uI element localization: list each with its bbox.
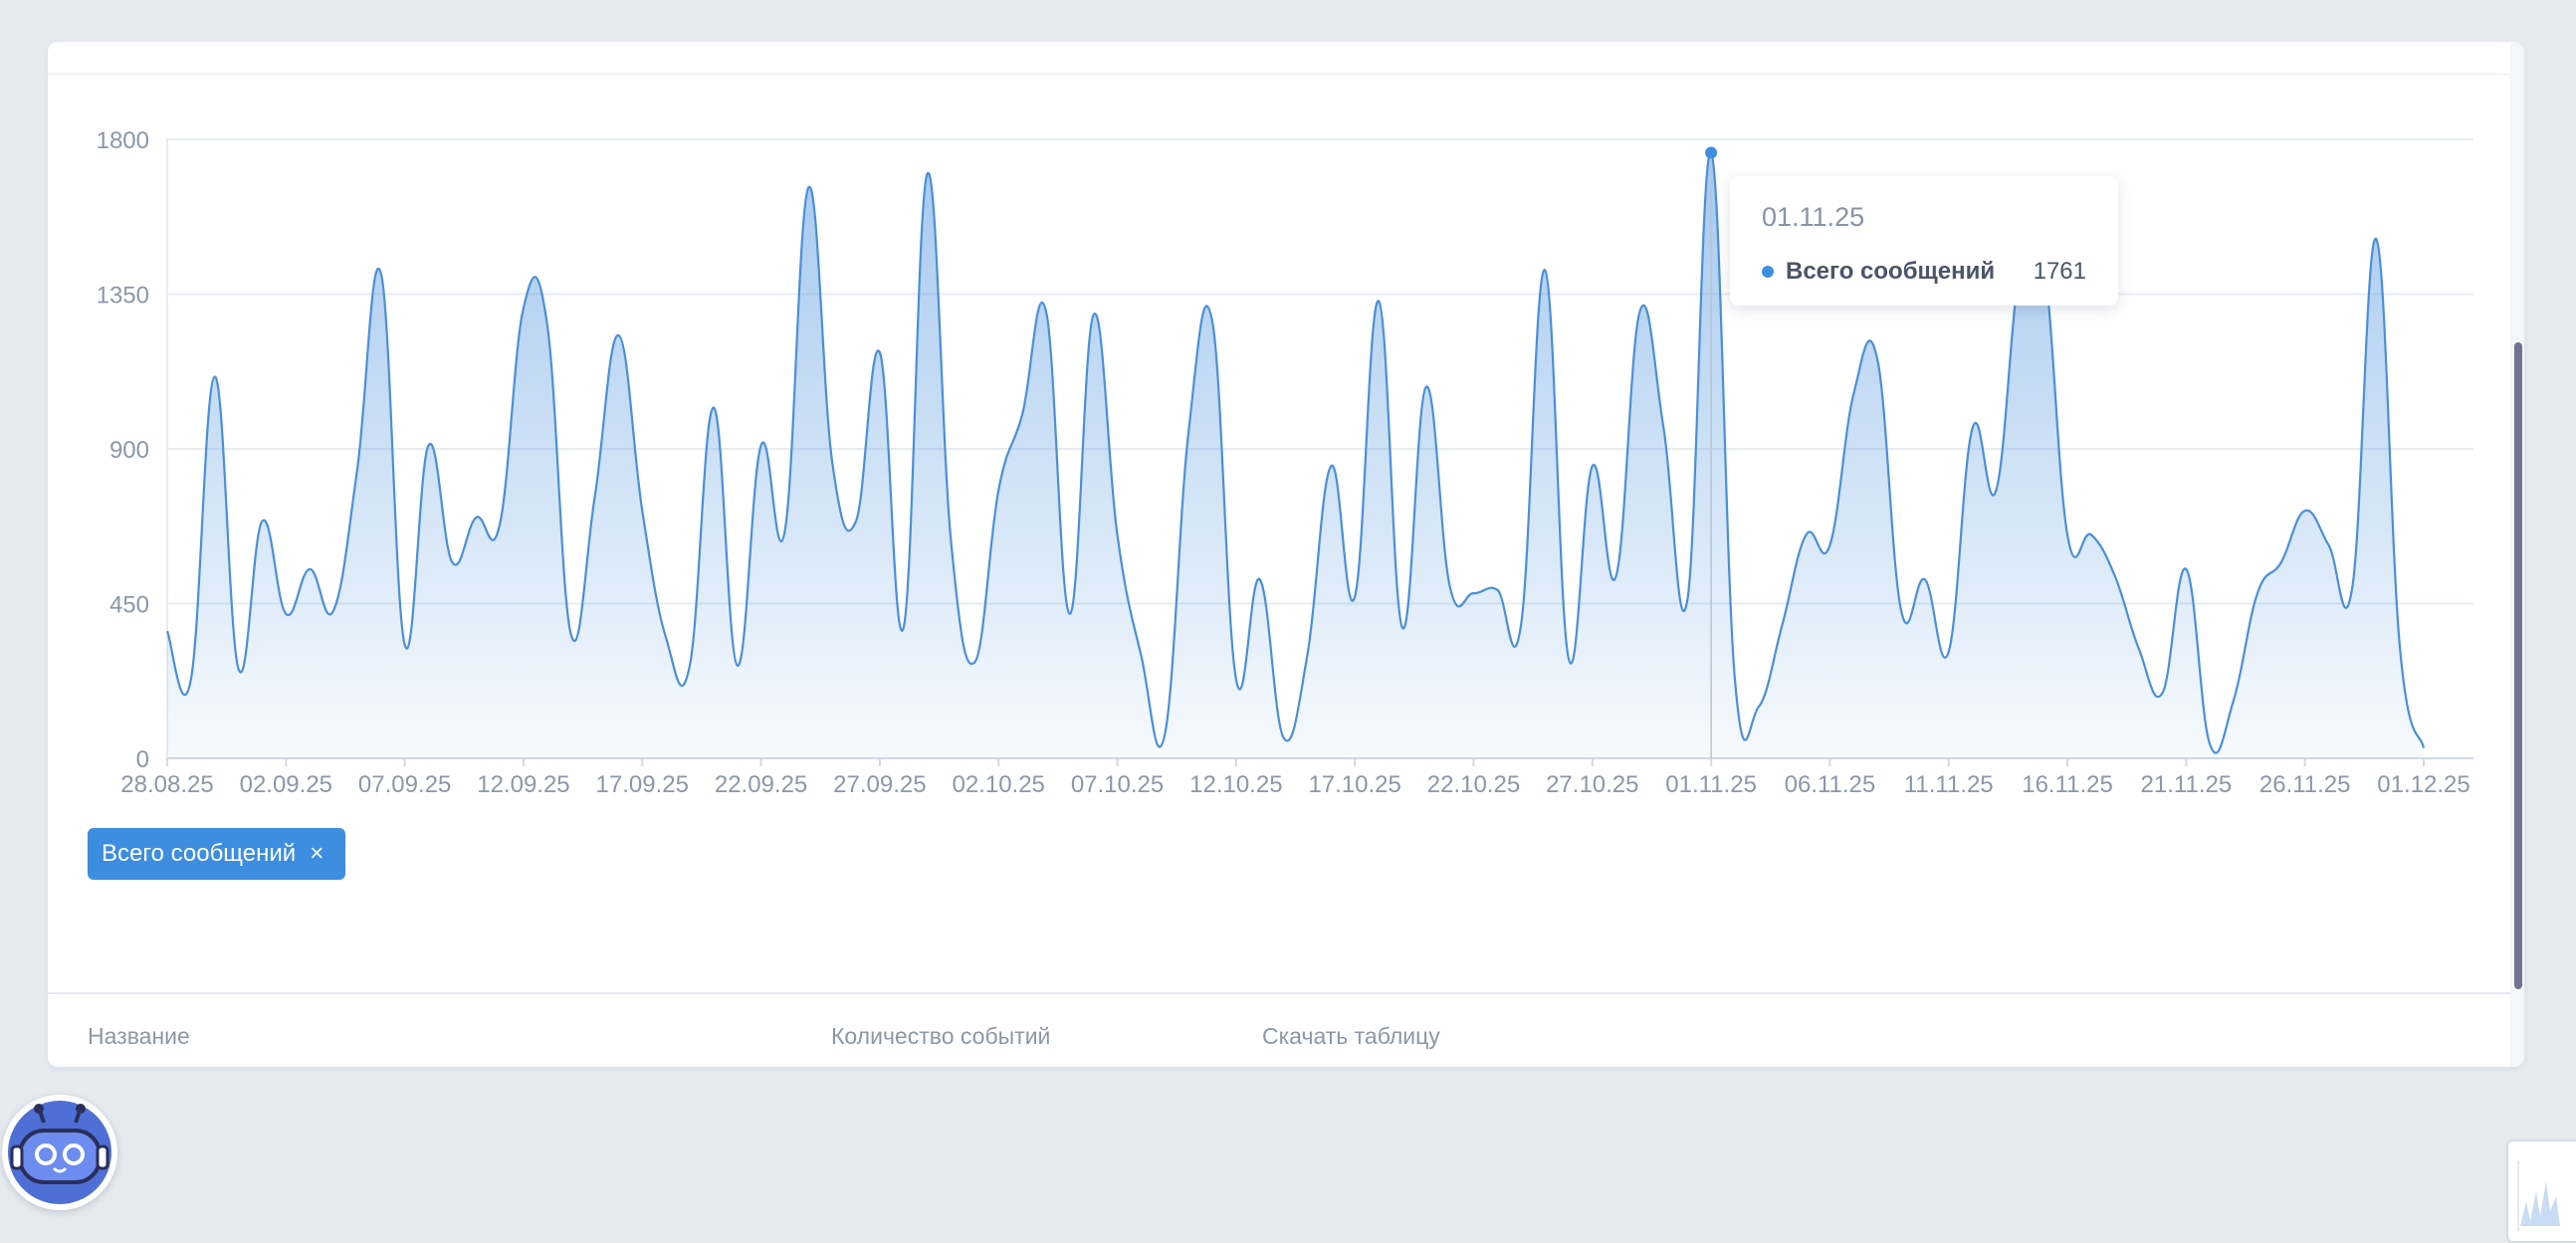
x-tick-label: 16.11.25: [2022, 771, 2113, 798]
tooltip-value: 1761: [2033, 258, 2086, 285]
series-filter-label: Всего сообщений: [102, 840, 297, 867]
x-tick-label: 22.09.25: [715, 771, 807, 798]
x-tick-label: 07.10.25: [1071, 771, 1164, 798]
column-header-name[interactable]: Название: [88, 1023, 190, 1049]
card-header-divider: [48, 74, 2524, 75]
assistant-bot-button[interactable]: [2, 1095, 117, 1210]
x-tick-label: 06.11.25: [1785, 771, 1876, 798]
hover-point: [1705, 146, 1718, 159]
x-tick-label: 12.10.25: [1189, 771, 1282, 798]
x-tick-label: 21.11.25: [2141, 771, 2233, 798]
x-axis-ticks: 28.08.25 02.09.25 07.09.25 12.09.25 17.09.25…: [120, 758, 2470, 798]
y-tick-label: 1350: [97, 283, 149, 310]
x-tick-label: 17.10.25: [1308, 771, 1400, 798]
x-tick-label: 26.11.25: [2259, 771, 2351, 798]
table-divider: [48, 992, 2510, 994]
close-icon[interactable]: ×: [310, 840, 324, 867]
y-tick-label: 0: [136, 746, 149, 773]
series-area-fill: [167, 152, 2424, 759]
tooltip-row: Всего сообщений 1761: [1762, 258, 2086, 286]
messages-area-chart[interactable]: 28.08.25 02.09.25 07.09.25 12.09.25 17.09.25…: [48, 42, 2524, 838]
x-tick-label: 01.11.25: [1665, 771, 1757, 798]
series-line: [165, 151, 2426, 754]
x-tick-label: 17.09.25: [596, 771, 689, 798]
download-table-link[interactable]: Скачать таблицу: [1262, 1023, 1440, 1049]
column-header-events[interactable]: Количество событий: [831, 1023, 1051, 1049]
x-tick-label: 01.12.25: [2377, 771, 2469, 798]
x-tick-label: 07.09.25: [358, 771, 451, 798]
x-tick-label: 27.10.25: [1546, 771, 1638, 798]
series-color-dot: [1762, 266, 1774, 278]
x-tick-label: 02.10.25: [952, 771, 1044, 798]
x-tick-label: 12.09.25: [477, 771, 569, 798]
x-tick-label: 28.08.25: [120, 771, 213, 798]
chart-hover: [1705, 146, 1718, 758]
x-tick-label: 11.11.25: [1904, 771, 1994, 798]
x-tick-label: 02.09.25: [240, 771, 332, 798]
tooltip-series-name: Всего сообщений: [1786, 258, 1996, 285]
y-axis-ticks: 0 450 900 1350 1800: [97, 127, 149, 773]
x-tick-label: 27.09.25: [833, 771, 926, 798]
robot-icon: [8, 1101, 111, 1204]
chart-series: [165, 151, 2426, 759]
chart-tooltip: 01.11.25 Всего сообщений 1761: [1730, 176, 2118, 306]
chart-card: 28.08.25 02.09.25 07.09.25 12.09.25 17.09.25…: [48, 42, 2524, 1067]
mini-chart-icon: [2517, 1161, 2560, 1231]
mini-chart-widget[interactable]: [2506, 1139, 2576, 1243]
x-tick-label: 22.10.25: [1427, 771, 1520, 798]
series-filter-chip[interactable]: Всего сообщений ×: [88, 828, 346, 880]
tooltip-date: 01.11.25: [1762, 202, 1865, 232]
card-scrollbar[interactable]: [2510, 42, 2524, 1067]
y-tick-label: 900: [109, 437, 149, 464]
scrollbar-thumb[interactable]: [2514, 342, 2522, 989]
y-tick-label: 450: [109, 592, 149, 619]
y-tick-label: 1800: [97, 127, 149, 154]
